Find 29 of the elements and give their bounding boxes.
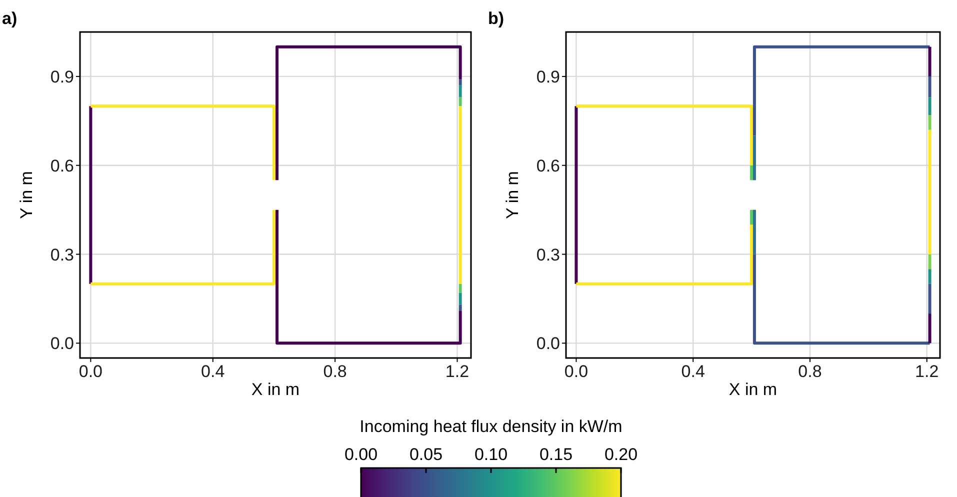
color-bar-label: 0.10 [474, 445, 508, 464]
y-tick-label: 0.6 [50, 156, 74, 176]
x-axis-title: X in m [728, 380, 778, 399]
y-tick-label: 0.9 [536, 67, 560, 86]
color-bar-label: 0.15 [539, 445, 573, 464]
y-axis-title: Y in m [17, 171, 36, 219]
y-tick-label: 0.3 [536, 245, 560, 264]
chart-title: b) [488, 9, 504, 28]
x-axis-title: X in m [251, 380, 300, 399]
x-tick-label: 0.4 [681, 362, 705, 381]
x-tick-label: 0.4 [201, 362, 225, 381]
y-tick-label: 0.3 [50, 245, 74, 264]
chart-title: a) [2, 9, 18, 28]
x-tick-label: 0.8 [798, 362, 822, 381]
y-tick-label: 0.9 [50, 67, 74, 86]
x-tick-label: 0.0 [78, 362, 103, 381]
x-tick-label: 0.8 [323, 362, 347, 381]
x-tick-label: 0.0 [564, 362, 588, 381]
x-tick-label: 1.2 [915, 362, 939, 381]
color-bar-label: 0.20 [604, 445, 638, 464]
color-bar-label: 0.05 [409, 445, 443, 464]
color-bar-label: 0.00 [344, 445, 378, 464]
y-tick-label: 0.6 [536, 156, 560, 176]
y-axis-title: Y in m [503, 171, 522, 219]
y-tick-label: 0.0 [50, 334, 74, 354]
colorbar: Incoming heat flux density in kW/m 0.00 0.05 0.10 0.15 0.20 [344, 417, 638, 497]
x-tick-label: 1.2 [445, 362, 470, 381]
y-tick-label: 0.0 [536, 334, 560, 354]
color-bar-title: Incoming heat flux density in kW/m [360, 417, 622, 436]
